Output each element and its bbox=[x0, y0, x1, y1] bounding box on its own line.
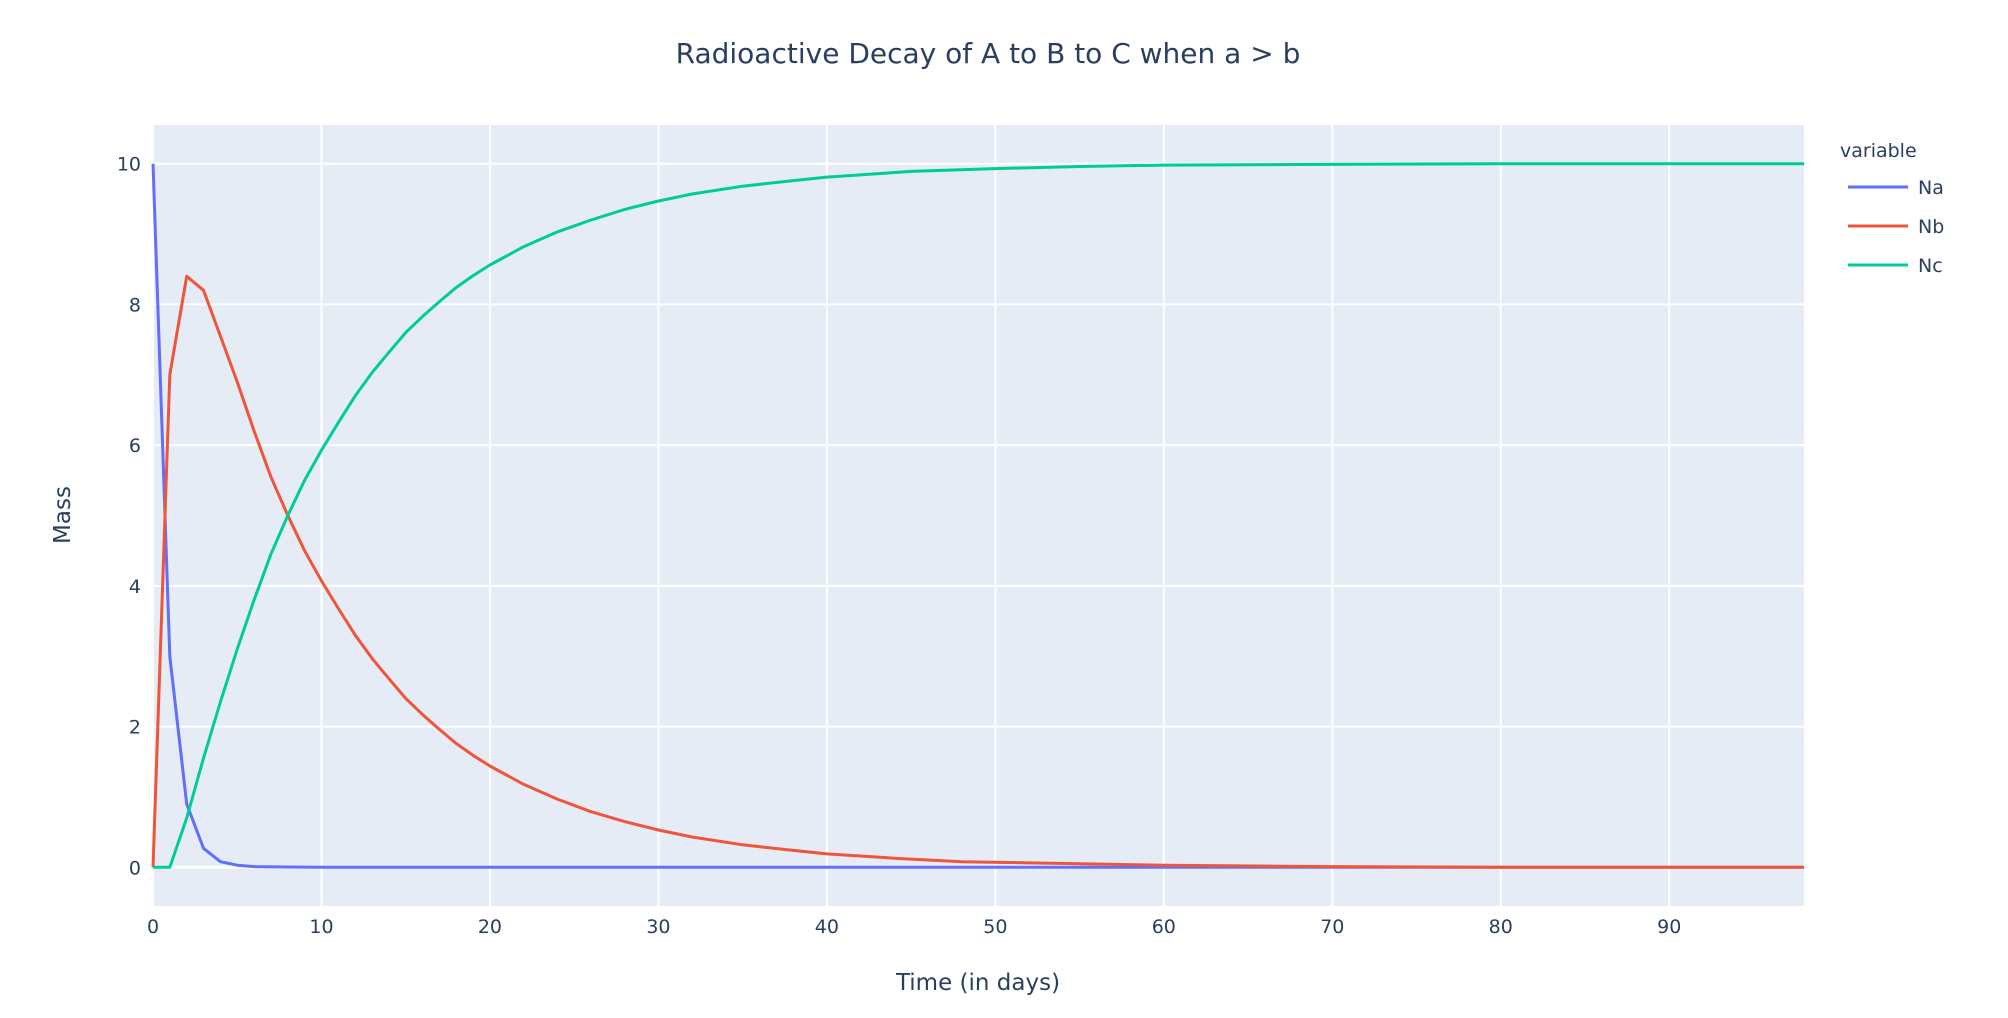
x-tick-label: 60 bbox=[1152, 916, 1176, 938]
plot-area bbox=[153, 125, 1804, 906]
legend-title: variable bbox=[1840, 140, 1917, 162]
x-tick-label: 40 bbox=[815, 916, 839, 938]
y-axis-title: Mass bbox=[50, 486, 76, 544]
y-tick-label: 6 bbox=[129, 435, 141, 457]
x-tick-label: 30 bbox=[646, 916, 670, 938]
y-tick-label: 2 bbox=[129, 717, 141, 739]
x-axis-ticks: 0 10 20 30 40 50 60 70 80 90 bbox=[147, 916, 1681, 938]
x-tick-label: 0 bbox=[147, 916, 159, 938]
x-tick-label: 70 bbox=[1320, 916, 1344, 938]
series-layer bbox=[151, 162, 1804, 869]
chart-title: Radioactive Decay of A to B to C when a … bbox=[676, 37, 1301, 70]
x-tick-label: 10 bbox=[309, 916, 333, 938]
x-tick-label: 80 bbox=[1489, 916, 1513, 938]
y-tick-label: 10 bbox=[117, 154, 141, 176]
x-tick-label: 50 bbox=[983, 916, 1007, 938]
x-tick-label: 20 bbox=[478, 916, 502, 938]
y-tick-label: 8 bbox=[129, 294, 141, 316]
y-tick-label: 4 bbox=[129, 576, 141, 598]
series-line-nb bbox=[151, 274, 1804, 869]
y-tick-label: 0 bbox=[129, 857, 141, 879]
legend-label-nc: Nc bbox=[1918, 255, 1943, 277]
legend-label-na: Na bbox=[1918, 177, 1944, 199]
x-tick-label: 90 bbox=[1657, 916, 1681, 938]
y-axis-ticks: 0 2 4 6 8 10 bbox=[117, 154, 141, 880]
series-line-nc bbox=[153, 162, 1804, 869]
legend-label-nb: Nb bbox=[1918, 216, 1944, 238]
x-axis-title: Time (in days) bbox=[895, 970, 1060, 996]
legend: variable Na Nb Nc bbox=[1840, 140, 1944, 277]
